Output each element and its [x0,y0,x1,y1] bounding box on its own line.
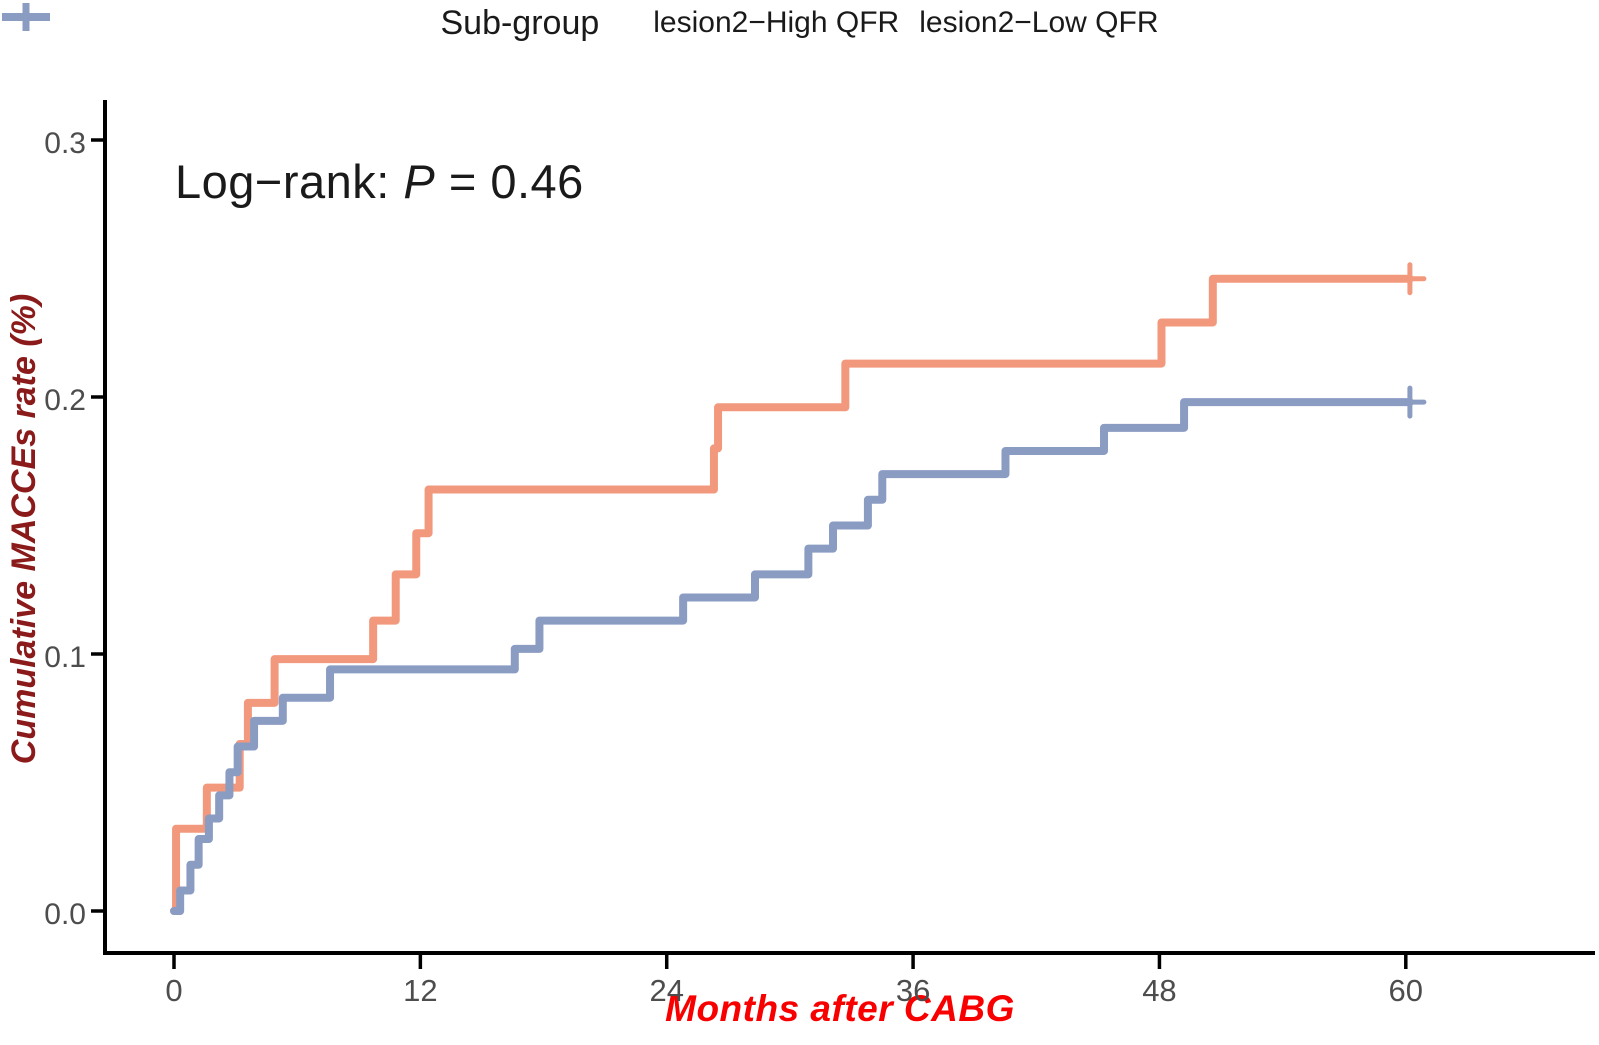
x-tick-label: 60 [1388,973,1424,1008]
legend-label-high-qfr: lesion2−High QFR [653,6,900,39]
km-curve-high-qfr [170,274,1414,915]
x-tick-label: 48 [1142,973,1177,1008]
x-tick-label: 36 [895,973,931,1008]
plus-censor-icon [2,3,50,31]
legend: Sub-group lesion2−High QFR lesion2−Low Q… [0,0,1599,46]
log-rank-prefix: Log−rank: [175,155,404,208]
y-axis-title: Cumulative MACCEs rate (%) [5,293,43,765]
legend-item-high-qfr: lesion2−High QFR [2,3,900,40]
p-value: = 0.46 [435,155,584,208]
x-tick-label: 12 [403,973,438,1008]
log-rank-annotation: Log−rank: P = 0.46 [175,158,584,205]
km-curve-low-qfr [170,398,1414,915]
legend-title: Sub-group [440,3,600,42]
p-symbol: P [403,155,436,208]
legend-item-low-qfr: lesion2−Low QFR [2,3,1159,40]
x-tick-label: 24 [649,973,684,1008]
x-axis-title: Months after CABG [665,988,1015,1029]
y-tick-label: 0.0 [44,898,86,931]
y-tick-label: 0.2 [44,384,86,417]
x-tick-label: 0 [165,973,183,1008]
y-tick-label: 0.3 [44,127,86,160]
legend-label-low-qfr: lesion2−Low QFR [919,6,1159,39]
y-tick-label: 0.1 [44,641,86,674]
